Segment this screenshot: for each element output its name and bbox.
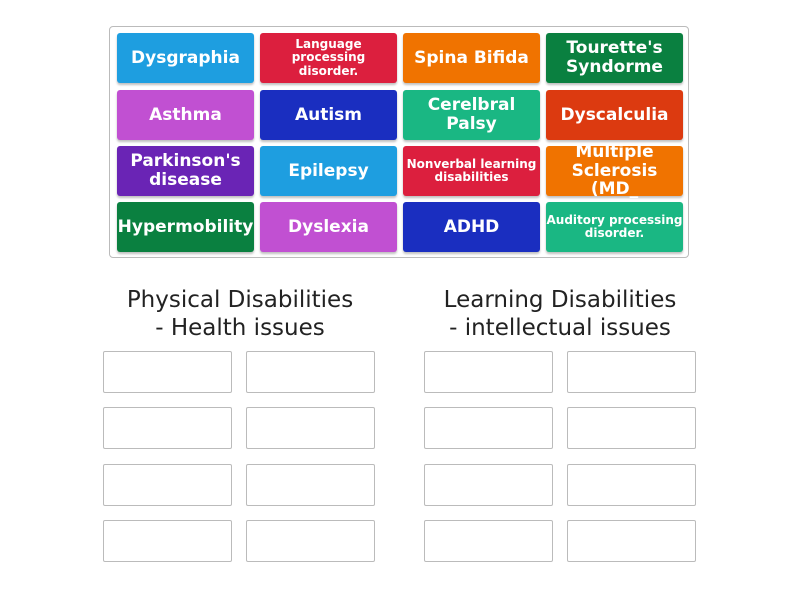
drop-slot-learning[interactable] bbox=[567, 464, 696, 506]
drop-slot-physical[interactable] bbox=[246, 520, 375, 562]
draggable-tile[interactable]: Asthma bbox=[117, 90, 254, 140]
drop-slot-physical[interactable] bbox=[103, 351, 232, 393]
draggable-tile[interactable]: Cerelbral Palsy bbox=[403, 90, 540, 140]
drop-slot-physical[interactable] bbox=[246, 351, 375, 393]
draggable-tile[interactable]: Language processing disorder. bbox=[260, 33, 397, 83]
group-title-physical: Physical Disabilities - Health issues bbox=[80, 286, 400, 342]
draggable-tile[interactable]: Dysgraphia bbox=[117, 33, 254, 83]
draggable-tile[interactable]: Autism bbox=[260, 90, 397, 140]
group-title-line: Learning Disabilities bbox=[443, 287, 677, 313]
draggable-tile[interactable]: Parkinson's disease bbox=[117, 146, 254, 196]
drop-slot-physical[interactable] bbox=[246, 407, 375, 449]
draggable-tile[interactable]: Dyscalculia bbox=[546, 90, 683, 140]
draggable-tile[interactable]: Multiple Sclerosis (MD_ bbox=[546, 143, 683, 199]
group-title-line: Physical Disabilities bbox=[126, 287, 354, 313]
drop-slot-learning[interactable] bbox=[567, 520, 696, 562]
draggable-tile[interactable]: Nonverbal learning disabilities bbox=[403, 146, 540, 196]
drop-slot-learning[interactable] bbox=[567, 351, 696, 393]
drop-slot-physical[interactable] bbox=[103, 520, 232, 562]
group-title-learning: Learning Disabilities - intellectual iss… bbox=[400, 286, 720, 342]
draggable-tile[interactable]: Epilepsy bbox=[260, 146, 397, 196]
drop-slot-learning[interactable] bbox=[424, 407, 553, 449]
drop-slot-learning[interactable] bbox=[424, 351, 553, 393]
draggable-tile[interactable]: Auditory processing disorder. bbox=[546, 202, 683, 252]
draggable-tile[interactable]: Tourette's Syndorme bbox=[546, 33, 683, 83]
drop-slot-learning[interactable] bbox=[567, 407, 696, 449]
draggable-tile[interactable]: Spina Bifida bbox=[403, 33, 540, 83]
group-title-line: - intellectual issues bbox=[449, 315, 671, 341]
drop-slot-physical[interactable] bbox=[103, 464, 232, 506]
tile-bank: Dysgraphia Language processing disorder. S… bbox=[109, 26, 689, 258]
draggable-tile[interactable]: Hypermobility bbox=[117, 202, 254, 252]
drop-slot-learning[interactable] bbox=[424, 464, 553, 506]
draggable-tile[interactable]: ADHD bbox=[403, 202, 540, 252]
draggable-tile[interactable]: Dyslexia bbox=[260, 202, 397, 252]
group-title-line: - Health issues bbox=[155, 315, 325, 341]
drop-slot-physical[interactable] bbox=[103, 407, 232, 449]
drop-slot-learning[interactable] bbox=[424, 520, 553, 562]
drop-slot-physical[interactable] bbox=[246, 464, 375, 506]
